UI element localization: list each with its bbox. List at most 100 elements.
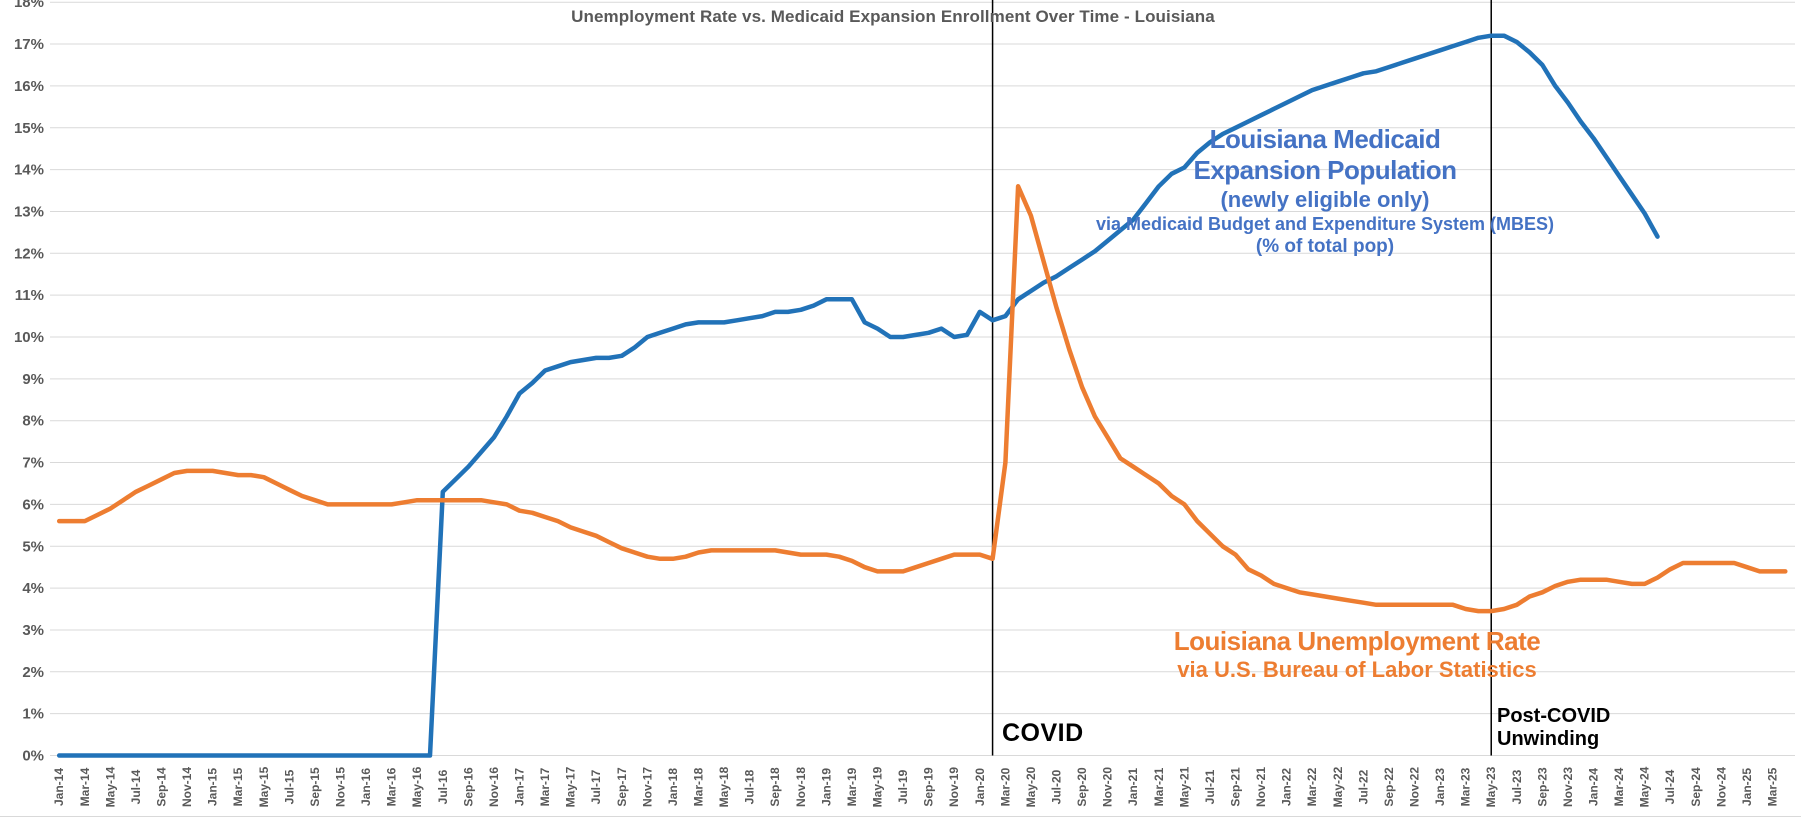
medicaid-annotation-line4: via Medicaid Budget and Expenditure Syst… bbox=[1095, 214, 1555, 234]
x-axis-label: May-18 bbox=[717, 766, 731, 807]
post-covid-unwinding-event-label: Post-COVID Unwinding bbox=[1497, 705, 1610, 751]
x-axis-label: Mar-21 bbox=[1152, 767, 1166, 806]
x-axis-label: May-16 bbox=[410, 766, 424, 807]
y-axis-label: 4% bbox=[22, 580, 44, 597]
medicaid-annotation-line3: (newly eligible only) bbox=[1220, 187, 1430, 212]
medicaid-annotation-line5: (% of total pop) bbox=[1255, 236, 1395, 257]
x-axis-label: Nov-22 bbox=[1408, 767, 1422, 807]
x-axis-label: Nov-23 bbox=[1561, 767, 1575, 807]
x-axis-label: Jan-17 bbox=[512, 768, 526, 806]
x-axis-label: Sep-20 bbox=[1075, 767, 1089, 807]
x-axis-label: Jul-15 bbox=[282, 769, 296, 804]
y-axis-label: 10% bbox=[14, 329, 44, 346]
x-axis-label: Sep-19 bbox=[922, 767, 936, 807]
y-axis-label: 2% bbox=[22, 664, 44, 681]
chart-title: Unemployment Rate vs. Medicaid Expansion… bbox=[571, 7, 1215, 26]
y-axis-label: 16% bbox=[14, 78, 44, 95]
x-axis-label: Nov-19 bbox=[947, 767, 961, 807]
unwinding-label-line1: Post-COVID bbox=[1497, 705, 1611, 727]
y-axis-label: 11% bbox=[15, 287, 44, 304]
x-axis-label: May-24 bbox=[1638, 766, 1652, 807]
x-axis-label: Nov-14 bbox=[180, 767, 194, 807]
bottom-frame-line bbox=[0, 816, 1801, 817]
x-axis-label: Mar-24 bbox=[1612, 767, 1626, 806]
y-axis-label: 14% bbox=[14, 162, 44, 179]
x-axis-label: Jul-19 bbox=[896, 769, 910, 804]
x-axis-label: May-21 bbox=[1177, 766, 1191, 807]
x-axis-label: Nov-17 bbox=[640, 767, 654, 807]
x-axis-label: Jan-19 bbox=[819, 768, 833, 806]
y-axis-label: 0% bbox=[22, 748, 44, 765]
x-axis-label: Sep-23 bbox=[1535, 767, 1549, 807]
x-axis-label: Jan-23 bbox=[1433, 768, 1447, 806]
x-axis-label: Nov-20 bbox=[1101, 767, 1115, 807]
medicaid-annotation-line1: Louisiana Medicaid bbox=[1209, 124, 1441, 154]
x-axis-label: Jan-15 bbox=[206, 768, 220, 806]
covid-event-label: COVID bbox=[1002, 719, 1084, 747]
y-axis-label: 9% bbox=[22, 371, 44, 388]
x-axis-label: Jul-22 bbox=[1356, 769, 1370, 804]
y-axis-label: 18% bbox=[14, 0, 44, 11]
x-axis-label: Mar-20 bbox=[998, 767, 1012, 806]
y-axis-label: 12% bbox=[14, 245, 44, 262]
x-axis-label: Nov-18 bbox=[794, 767, 808, 807]
x-axis-label: Jan-24 bbox=[1587, 768, 1601, 806]
x-axis-label: Sep-17 bbox=[615, 767, 629, 807]
medicaid-annotation-line2: Expansion Population bbox=[1193, 155, 1457, 185]
x-axis-label: Sep-18 bbox=[768, 767, 782, 807]
x-axis-label: Jul-16 bbox=[436, 769, 450, 804]
x-axis-label: Jul-17 bbox=[589, 769, 603, 804]
x-axis-label: Mar-16 bbox=[385, 767, 399, 806]
y-axis-label: 17% bbox=[14, 36, 44, 53]
x-axis-label: Mar-22 bbox=[1305, 767, 1319, 806]
x-axis-label: Jan-20 bbox=[973, 768, 987, 806]
x-axis-label: Jan-25 bbox=[1740, 768, 1754, 806]
x-axis-label: Sep-15 bbox=[308, 767, 322, 807]
x-axis-label: Nov-16 bbox=[487, 767, 501, 807]
y-axis-label: 6% bbox=[22, 496, 44, 513]
x-axis-label: May-20 bbox=[1024, 766, 1038, 807]
x-axis-label: Jul-24 bbox=[1663, 769, 1677, 804]
x-axis-label: May-14 bbox=[103, 766, 117, 807]
unemployment-annotation-line1: Louisiana Unemployment Rate bbox=[1173, 626, 1541, 656]
series-line-medicaid-expansion bbox=[56, 33, 1660, 758]
x-axis-label: May-22 bbox=[1331, 766, 1345, 807]
x-axis-label: Jan-16 bbox=[359, 768, 373, 806]
x-axis-label: May-19 bbox=[871, 766, 885, 807]
x-axis-label: Mar-14 bbox=[78, 767, 92, 806]
x-axis-label: Nov-15 bbox=[333, 767, 347, 807]
x-axis-label: Sep-24 bbox=[1689, 767, 1703, 807]
x-axis-label: Sep-21 bbox=[1229, 767, 1243, 807]
x-axis-label: Jul-23 bbox=[1510, 769, 1524, 804]
unemployment-series-annotation: Louisiana Unemployment Rate via U.S. Bur… bbox=[1173, 626, 1541, 683]
medicaid-series-annotation: Louisiana Medicaid Expansion Population … bbox=[1096, 124, 1554, 259]
y-axis-label: 5% bbox=[22, 538, 44, 555]
x-axis-label: May-15 bbox=[257, 766, 271, 807]
x-axis-label: May-23 bbox=[1484, 766, 1498, 807]
x-axis-label: Mar-25 bbox=[1766, 767, 1780, 806]
x-axis-label: May-17 bbox=[564, 766, 578, 807]
x-axis-label: Mar-17 bbox=[538, 767, 552, 806]
y-axis-label: 13% bbox=[14, 203, 44, 220]
x-axis-label: Nov-21 bbox=[1254, 767, 1268, 807]
x-axis-label: Jan-21 bbox=[1126, 768, 1140, 806]
y-axis-label: 8% bbox=[22, 413, 44, 430]
y-axis-label: 7% bbox=[22, 455, 44, 472]
x-axis-label: Jan-14 bbox=[52, 768, 66, 806]
x-axis-label: Mar-19 bbox=[845, 767, 859, 806]
x-axis-label: Sep-14 bbox=[154, 767, 168, 807]
x-axis-label: Mar-15 bbox=[231, 767, 245, 806]
x-axis-label: Jul-20 bbox=[1050, 769, 1064, 804]
x-axis-label: Jul-18 bbox=[743, 769, 757, 804]
x-axis-label: Jul-14 bbox=[129, 769, 143, 804]
y-axis-label: 1% bbox=[22, 706, 44, 723]
unemployment-annotation-line2: via U.S. Bureau of Labor Statistics bbox=[1177, 657, 1537, 682]
x-axis-label: Jul-21 bbox=[1203, 769, 1217, 804]
x-axis-label: Nov-24 bbox=[1714, 767, 1728, 807]
x-axis-label: Sep-22 bbox=[1382, 767, 1396, 807]
x-axis-label: Mar-23 bbox=[1459, 767, 1473, 806]
x-axis-label: Sep-16 bbox=[461, 767, 475, 807]
x-axis-label: Jan-22 bbox=[1280, 768, 1294, 806]
y-axis-label: 3% bbox=[22, 622, 44, 639]
